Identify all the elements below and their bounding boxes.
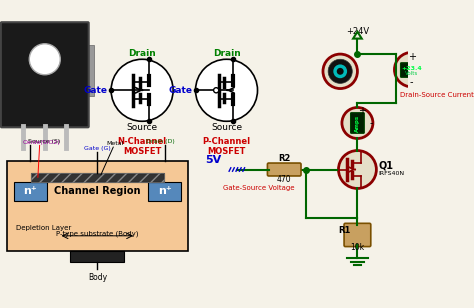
Text: P-Channel
MOSFET: P-Channel MOSFET	[202, 137, 251, 156]
Text: Drain (D): Drain (D)	[146, 139, 174, 144]
Text: Source: Source	[211, 123, 242, 132]
Bar	[148, 181, 181, 201]
Text: Q1: Q1	[378, 160, 393, 170]
Circle shape	[333, 64, 347, 78]
Bar	[14, 181, 46, 201]
Bar	[88, 45, 94, 96]
Text: Drain: Drain	[213, 49, 240, 58]
FancyBboxPatch shape	[401, 63, 423, 77]
Text: Source: Source	[127, 123, 158, 132]
Circle shape	[337, 68, 344, 75]
Text: -: -	[369, 118, 373, 128]
Text: Gate: Gate	[83, 86, 108, 95]
Text: Drain: Drain	[128, 49, 156, 58]
Text: R2: R2	[278, 154, 291, 163]
Text: +24V: +24V	[346, 26, 369, 35]
Text: Amps: Amps	[355, 115, 360, 132]
FancyBboxPatch shape	[1, 22, 89, 127]
Text: n⁺: n⁺	[158, 186, 172, 196]
Bar	[31, 173, 164, 181]
Text: -: -	[410, 78, 413, 87]
Text: Gate-Source Voltage: Gate-Source Voltage	[223, 185, 294, 191]
FancyBboxPatch shape	[267, 163, 301, 176]
Text: 10k: 10k	[350, 243, 365, 253]
Circle shape	[338, 151, 376, 188]
Circle shape	[29, 44, 60, 75]
Circle shape	[214, 88, 219, 93]
Text: Gate (G): Gate (G)	[84, 146, 111, 151]
Text: Depletion Layer: Depletion Layer	[16, 225, 71, 231]
Circle shape	[342, 107, 373, 139]
Text: 5V: 5V	[205, 155, 222, 164]
Text: Drain-Source Current: Drain-Source Current	[401, 92, 474, 98]
Text: Volts: Volts	[405, 71, 419, 76]
Text: R1: R1	[338, 226, 351, 235]
Bar	[0, 45, 2, 96]
Text: IRFS40N: IRFS40N	[378, 171, 404, 176]
Bar	[70, 251, 125, 262]
Circle shape	[323, 54, 357, 88]
FancyBboxPatch shape	[351, 113, 365, 133]
Text: n⁺: n⁺	[23, 186, 37, 196]
Text: Source (S): Source (S)	[28, 139, 61, 144]
Circle shape	[111, 59, 173, 121]
Text: +: +	[358, 106, 366, 116]
Text: +: +	[408, 52, 416, 62]
FancyBboxPatch shape	[344, 223, 371, 247]
Circle shape	[195, 59, 257, 121]
Text: Body: Body	[88, 273, 107, 282]
Text: +23.4: +23.4	[401, 66, 422, 71]
Text: Metal: Metal	[106, 141, 124, 146]
Bar	[31, 173, 164, 181]
Circle shape	[328, 59, 352, 83]
Text: Oxide(SiO2): Oxide(SiO2)	[22, 140, 60, 145]
Text: Channel Region: Channel Region	[54, 186, 141, 196]
Text: 470: 470	[277, 175, 292, 184]
Bar	[7, 161, 188, 251]
Text: P-type substrate (Body): P-type substrate (Body)	[56, 231, 138, 237]
Circle shape	[394, 52, 429, 87]
Text: Gate: Gate	[168, 86, 192, 95]
Text: N-Channel
MOSFET: N-Channel MOSFET	[118, 137, 167, 156]
